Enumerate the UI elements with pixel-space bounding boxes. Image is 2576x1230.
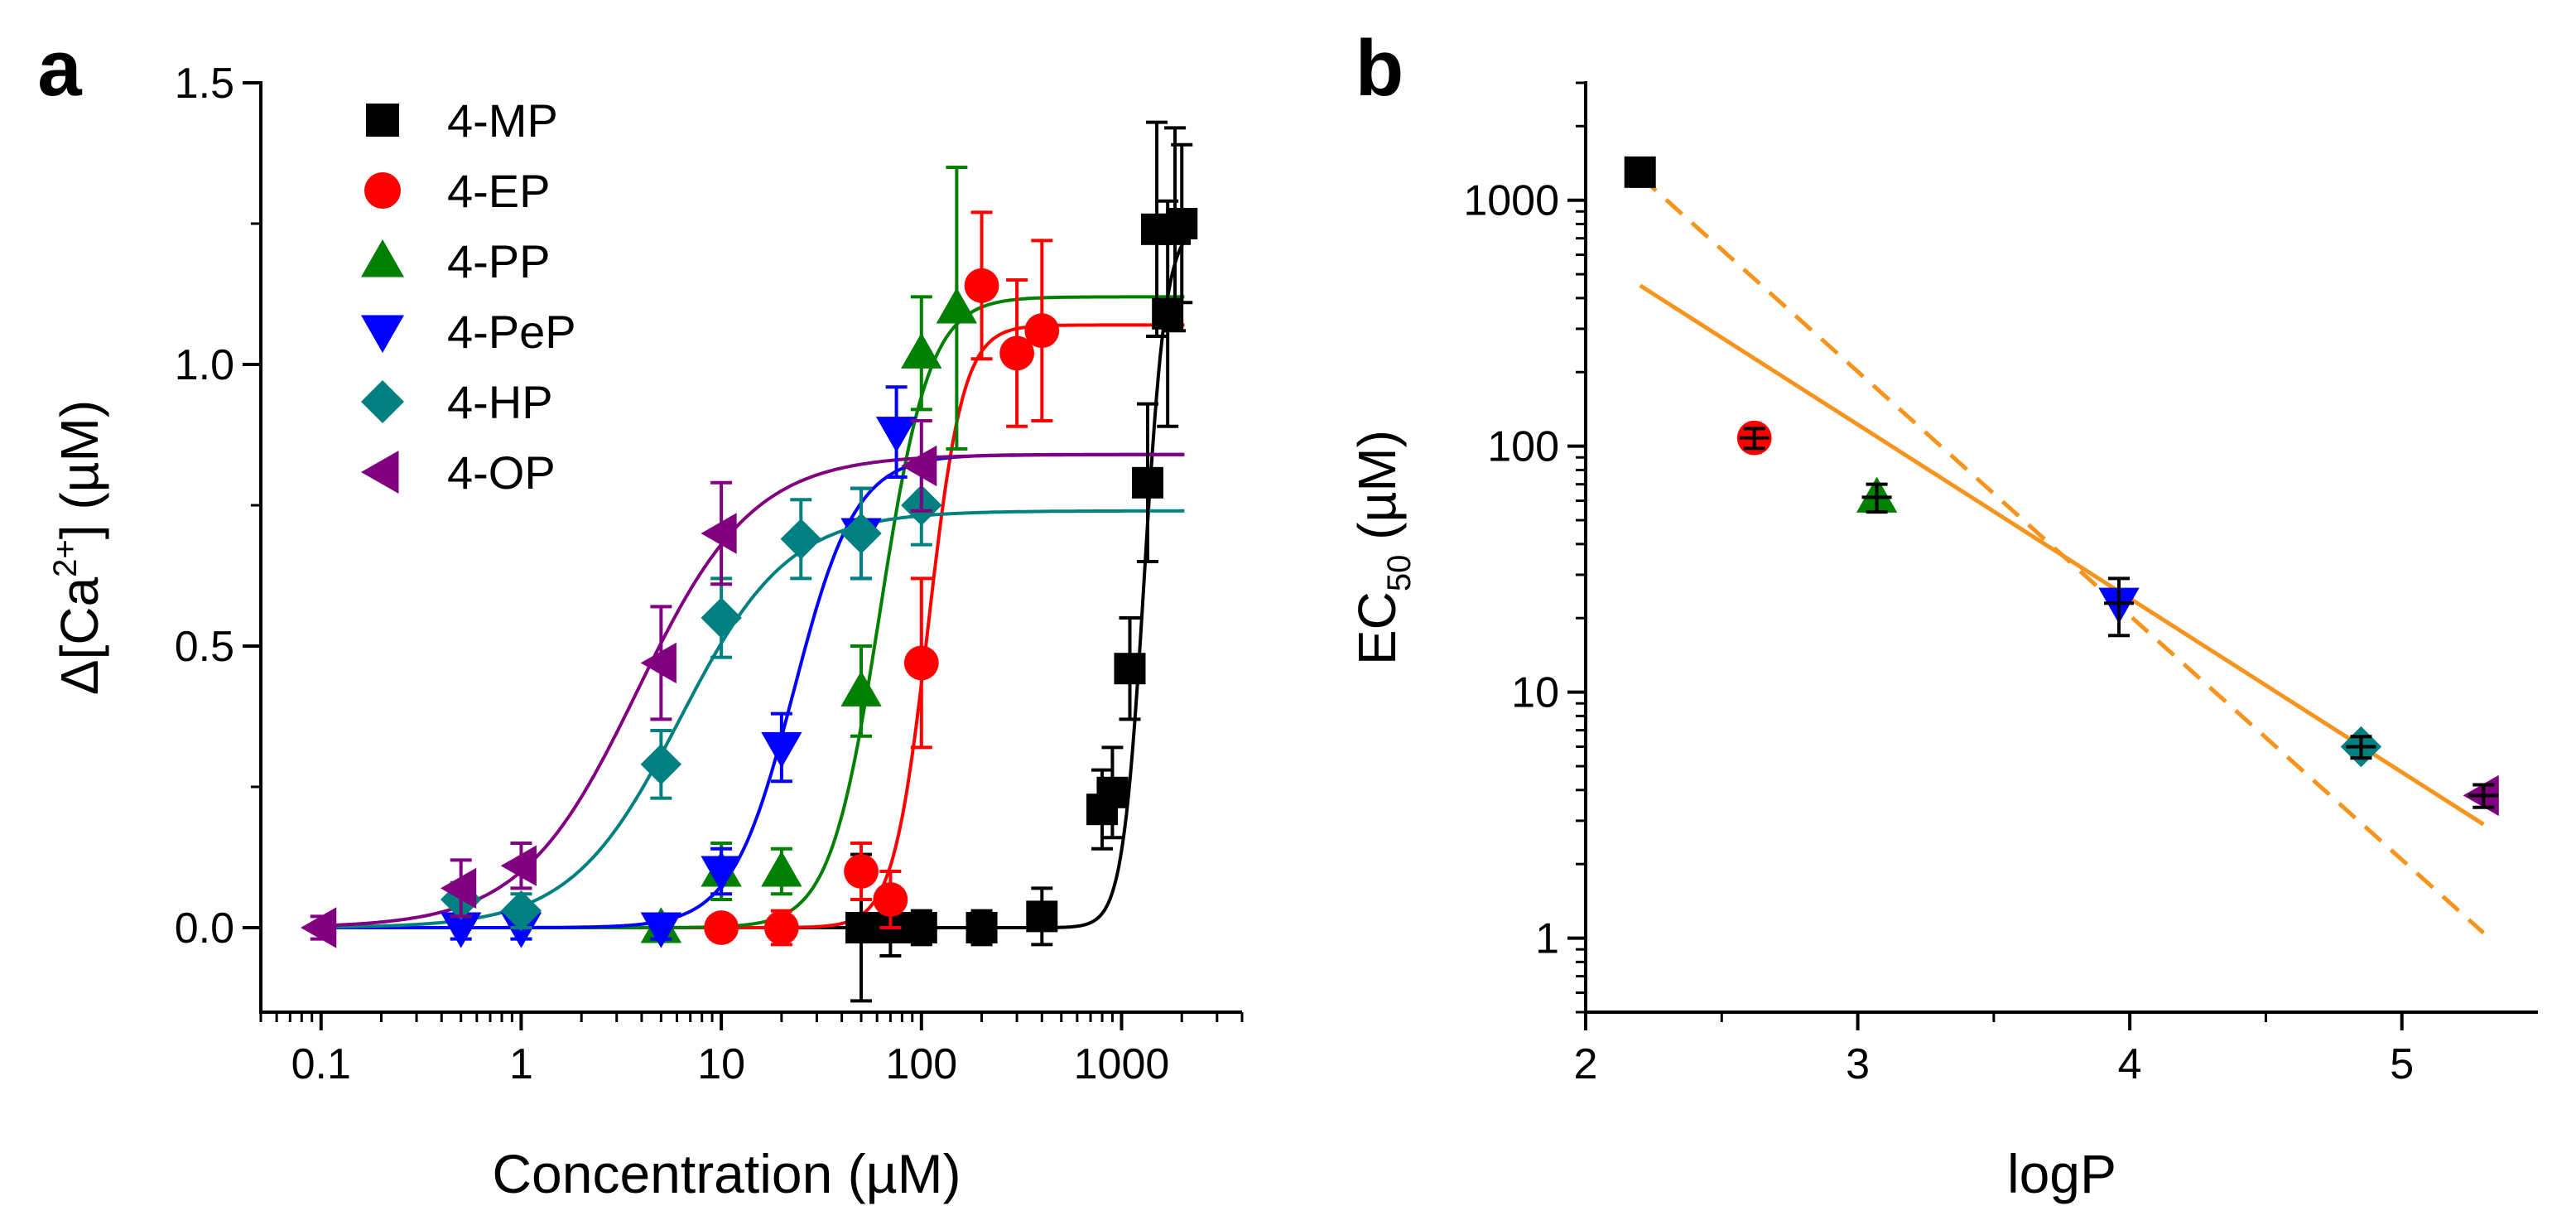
legend-label-4-mp: 4-MP — [447, 94, 558, 147]
y-tick-label-a: 1.0 — [175, 341, 234, 389]
data-point-4-hp — [500, 890, 542, 932]
y-tick-label-a: 1.5 — [175, 60, 234, 108]
fit-line-dashed — [1639, 175, 2485, 935]
y-axis-label-b-prefix: EC — [1347, 591, 1407, 665]
data-point-4-pep — [875, 417, 917, 453]
panel-label-a: a — [37, 24, 82, 113]
y-axis-label-a-prefix: Δ[Ca — [50, 576, 109, 695]
legend-marker-4-pp — [361, 239, 404, 277]
error-bar-4-pep — [2108, 576, 2130, 638]
data-point-4-ep — [999, 335, 1035, 371]
fit-curve-4-op — [311, 452, 1185, 928]
data-point-4-mp — [965, 912, 998, 943]
x-tick-label-a: 1000 — [1074, 1040, 1170, 1088]
legend-label-4-pep: 4-PeP — [447, 306, 576, 358]
x-tick-label-b: 3 — [1846, 1040, 1870, 1088]
x-tick-label-a: 10 — [697, 1040, 745, 1088]
legend-marker-4-ep — [364, 172, 401, 209]
data-point-4-ep — [873, 882, 908, 917]
data-point-4-op — [640, 642, 677, 684]
data-point-4-mp — [1166, 208, 1198, 239]
data-point-4-op — [500, 845, 537, 886]
data-point-4-mp — [1131, 466, 1163, 499]
data-point-4-pp — [840, 670, 882, 707]
data-point-4-hp — [640, 744, 682, 785]
data-point-4-pep — [640, 912, 682, 948]
legend-label-4-pp: 4-PP — [447, 235, 551, 287]
fit-curve-4-hp — [311, 509, 1185, 929]
data-point-4-hp — [701, 597, 742, 639]
legend-label-4-hp: 4-HP — [447, 376, 553, 428]
data-point-4-op — [440, 867, 477, 909]
data-point-4-pp — [936, 287, 978, 324]
x-tick-label-b: 2 — [1574, 1040, 1598, 1088]
x-axis-label-b: logP — [2007, 1143, 2116, 1204]
data-point-4-pep — [440, 912, 482, 948]
fit-curve-4-mp — [311, 239, 1187, 929]
data-point-4-ep — [903, 645, 939, 681]
y-axis-label-b-suffix: (µM) — [1347, 430, 1407, 555]
fit-curve-4-pp — [311, 295, 1185, 929]
data-point-4-ep — [704, 910, 739, 945]
x-tick-label-b: 4 — [2118, 1040, 2142, 1088]
legend-label-4-op: 4-OP — [447, 446, 556, 499]
data-point-4-op — [301, 907, 337, 948]
y-tick-label-b: 10 — [1511, 669, 1559, 717]
x-tick-label-a: 100 — [885, 1040, 957, 1088]
y-axis-label-a-suffix: ] (µM) — [50, 400, 109, 539]
legend-marker-4-op — [361, 451, 399, 494]
y-tick-label-b: 1000 — [1463, 177, 1559, 225]
data-point-4-mp — [1096, 776, 1129, 808]
data-point-4-pep — [761, 731, 802, 769]
data-point-4-ep — [964, 268, 999, 303]
data-point-4-mp — [1114, 653, 1146, 685]
x-tick-label-b: 5 — [2390, 1040, 2414, 1088]
x-axis-label-a: Concentration (µM) — [492, 1143, 961, 1204]
data-point-4-hp — [780, 519, 821, 560]
data-point-4-ep — [763, 910, 799, 945]
data-point-4-op — [901, 445, 937, 487]
x-tick-label-a: 1 — [509, 1040, 533, 1088]
fit-curve-4-pep — [311, 452, 1185, 929]
data-point-4-pp — [901, 332, 942, 369]
data-point-4-mp — [905, 912, 937, 943]
y-axis-label-a: Δ[Ca2+] (µM) — [47, 400, 109, 695]
y-tick-label-a: 0.0 — [175, 904, 234, 953]
legend-marker-4-mp — [366, 104, 399, 137]
panel-b: b 2 3 4 5 1 10 100 1000 logP EC50 (µM) — [1347, 24, 2538, 1204]
data-point-4-op — [701, 513, 737, 554]
x-tick-label-a: 0.1 — [291, 1040, 351, 1088]
panel-label-b: b — [1355, 24, 1404, 113]
y-tick-label-a: 0.5 — [175, 623, 234, 671]
y-tick-label-b: 1 — [1535, 915, 1559, 963]
y-axis-label-a-sup: 2+ — [47, 539, 84, 577]
data-point-4-hp — [840, 513, 882, 554]
data-point-4-mp — [1152, 297, 1184, 330]
y-axis-label-b: EC50 (µM) — [1347, 430, 1418, 665]
legend-marker-4-hp — [361, 380, 404, 423]
legend-marker-4-pep — [361, 315, 404, 353]
data-point-4-mp — [1026, 900, 1058, 933]
data-point-4-mp — [845, 912, 878, 943]
data-point-4-pep — [701, 856, 742, 892]
legend-label-4-ep: 4-EP — [447, 165, 551, 217]
data-point-4-ep — [1024, 313, 1060, 349]
data-point-4-ep — [844, 854, 879, 889]
y-axis-label-b-sub: 50 — [1381, 555, 1418, 592]
y-tick-label-b: 100 — [1487, 423, 1559, 471]
data-point-4-pp — [761, 851, 802, 887]
panel-a: a 0.0 0.5 1.0 1.5 0.1 1 10 100 1000 Concentration … — [37, 24, 1244, 1204]
